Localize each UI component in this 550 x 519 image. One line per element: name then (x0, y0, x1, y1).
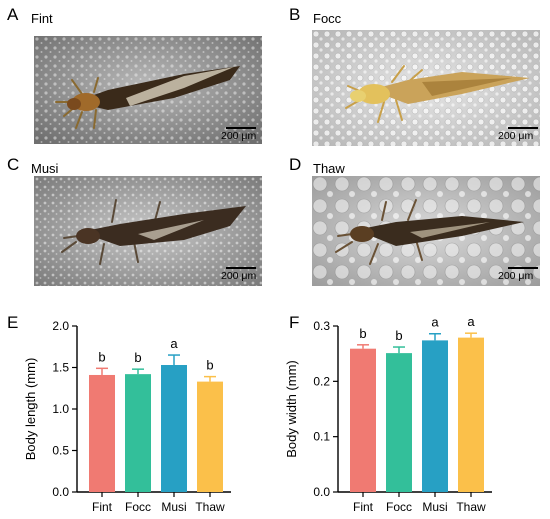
significance-label-thaw: a (467, 314, 475, 329)
scale-bar-d (508, 267, 538, 269)
photo-focc-thrips (312, 30, 540, 146)
bar-fint (89, 374, 115, 492)
y-tick-label: 0.1 (313, 430, 330, 444)
y-tick-label: 0.0 (52, 485, 69, 499)
significance-label-musi: a (431, 315, 439, 330)
scale-bar-b (508, 127, 538, 129)
significance-label-thaw: b (206, 358, 213, 373)
scale-label-b: 200 μm (498, 130, 534, 142)
panel-letter-b: B (289, 5, 301, 24)
bar-focc (386, 353, 412, 492)
bar-musi (161, 365, 187, 492)
bar-focc (125, 374, 151, 492)
scale-label-c: 200 μm (221, 270, 257, 282)
significance-label-focc: b (395, 328, 402, 343)
bar-musi (422, 340, 448, 492)
y-tick-label: 1.0 (52, 402, 69, 416)
x-tick-label-focc: Focc (386, 500, 412, 514)
panel-letter-f: F (289, 313, 300, 332)
x-tick-label-fint: Fint (353, 500, 374, 514)
x-tick-label-musi: Musi (422, 500, 447, 514)
y-tick-label: 1.5 (52, 361, 69, 375)
photo-fint-thrips (34, 36, 262, 144)
panel-letter-d: D (289, 155, 302, 174)
y-axis-label: Body length (mm) (23, 358, 38, 461)
scale-label-d: 200 μm (498, 270, 534, 282)
bar-thaw (197, 381, 223, 492)
y-tick-label: 2.0 (52, 319, 69, 333)
bar-thaw (458, 337, 484, 492)
scale-bar-c (226, 267, 256, 269)
chart-body-width: 0.0 0.1 0.2 0.3 Body width (mm) b Fint b Focc a Mu… (284, 314, 492, 514)
x-tick-label-focc: Focc (125, 500, 151, 514)
x-tick-label-musi: Musi (161, 500, 186, 514)
y-tick-label: 0.0 (313, 485, 330, 499)
panel-title-fint: Fint (31, 11, 53, 26)
scale-label-a: 200 μm (221, 130, 257, 142)
panel-title-musi: Musi (31, 161, 59, 176)
significance-label-fint: b (98, 349, 105, 364)
y-tick-label: 0.2 (313, 374, 330, 388)
significance-label-fint: b (359, 326, 366, 341)
panel-letter-c: C (7, 155, 20, 174)
x-tick-label-thaw: Thaw (456, 500, 486, 514)
photo-thaw-thrips (312, 176, 540, 286)
panel-letter-e: E (7, 313, 19, 332)
significance-label-musi: a (170, 336, 178, 351)
panel-letter-a: A (7, 5, 19, 24)
x-tick-label-fint: Fint (92, 500, 113, 514)
y-tick-label: 0.5 (52, 444, 69, 458)
panel-title-thaw: Thaw (313, 161, 345, 176)
x-tick-label-thaw: Thaw (195, 500, 225, 514)
y-axis-label: Body width (mm) (284, 360, 299, 458)
photo-musi-thrips (34, 176, 262, 286)
panel-title-focc: Focc (313, 11, 342, 26)
scale-bar-a (226, 127, 256, 129)
bar-fint (350, 348, 376, 492)
y-tick-label: 0.3 (313, 319, 330, 333)
chart-body-length: 0.0 0.5 1.0 1.5 2.0 Body length (mm) b Fint b Foc… (23, 319, 231, 514)
significance-label-focc: b (134, 350, 141, 365)
